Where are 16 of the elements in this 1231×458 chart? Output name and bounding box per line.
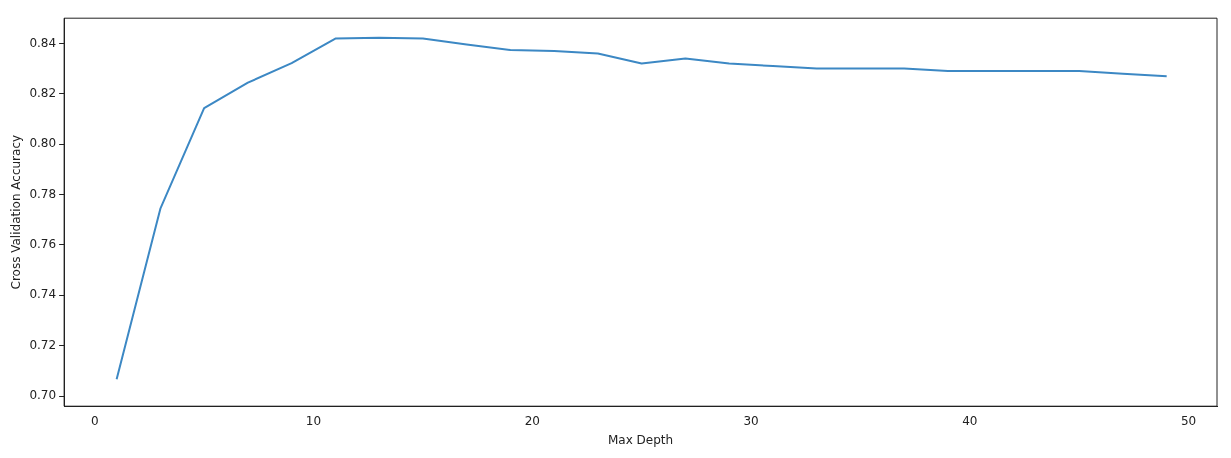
x-tick-label: 50 xyxy=(1180,413,1197,428)
y-tick-label: 0.84 xyxy=(29,35,57,50)
y-tick-label: 0.80 xyxy=(29,136,57,151)
x-axis-title: Max Depth xyxy=(607,432,674,447)
y-tick-label: 0.82 xyxy=(29,85,57,100)
y-tick-label: 0.76 xyxy=(29,237,57,252)
y-tick-label: 0.78 xyxy=(29,186,57,201)
y-tick-label: 0.72 xyxy=(29,337,57,352)
x-tick-label: 40 xyxy=(962,413,978,428)
y-axis-title: Cross Validation Accuracy xyxy=(9,134,24,290)
x-tick-label: 20 xyxy=(524,413,540,428)
x-tick-label: 0 xyxy=(90,413,99,428)
y-tick-label: 0.74 xyxy=(29,287,57,302)
y-tick-label: 0.70 xyxy=(29,388,57,403)
x-tick-label: 10 xyxy=(305,413,322,428)
x-tick-label: 30 xyxy=(743,413,759,428)
